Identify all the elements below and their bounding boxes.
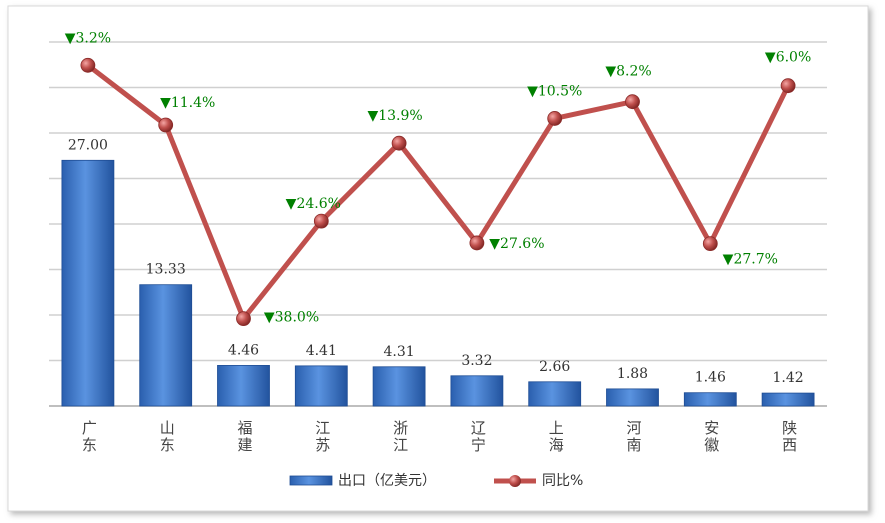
- bar: [294, 365, 348, 407]
- x-tick-label: 福建: [236, 420, 254, 454]
- line-value-label: ▼6.0%: [765, 50, 811, 66]
- line-marker: [313, 213, 329, 229]
- x-tick-label: 浙江: [391, 420, 409, 454]
- bar-value-label: 27.00: [68, 137, 108, 153]
- line-value-label: ▼10.5%: [527, 83, 582, 99]
- bar: [139, 284, 193, 407]
- line-value-label: ▼3.2%: [65, 30, 111, 46]
- line-value-label: ▼27.7%: [723, 252, 778, 268]
- chart-frame: [7, 5, 869, 512]
- bar-value-label: 4.41: [306, 343, 337, 359]
- line-value-label: ▼27.6%: [489, 236, 544, 252]
- bar: [372, 366, 426, 407]
- x-tick-label: 陕西: [780, 420, 798, 454]
- line-value-label: ▼24.6%: [286, 196, 341, 212]
- legend-swatch: [509, 475, 521, 487]
- bar-value-label: 1.88: [617, 366, 648, 382]
- line-marker: [780, 78, 796, 94]
- bar: [528, 381, 582, 407]
- bar: [606, 388, 659, 407]
- line-marker: [469, 235, 485, 251]
- bar-value-label: 13.33: [146, 262, 186, 278]
- bar-value-label: 4.46: [228, 342, 259, 358]
- x-tick-label: 辽宁: [469, 420, 487, 454]
- legend-label: 出口（亿美元）: [338, 473, 436, 489]
- line-marker: [80, 57, 96, 73]
- x-tick-label: 上海: [547, 420, 565, 454]
- bar: [761, 392, 815, 407]
- legend-label: 同比%: [542, 473, 583, 489]
- x-tick-label: 山东: [158, 420, 176, 454]
- line-marker: [702, 236, 718, 252]
- line-marker: [236, 311, 251, 327]
- x-tick-label: 安徽: [702, 420, 720, 454]
- legend-swatch: [289, 475, 333, 486]
- x-tick-label: 广东: [80, 420, 98, 454]
- x-tick-label: 河南: [625, 420, 643, 454]
- line-marker: [625, 94, 640, 110]
- line-marker: [547, 111, 563, 126]
- bar-value-label: 3.32: [461, 353, 492, 369]
- line-value-label: ▼38.0%: [264, 310, 319, 326]
- line-value-label: ▼13.9%: [367, 108, 422, 124]
- bar: [217, 365, 270, 407]
- x-tick-label: 江苏: [313, 420, 331, 454]
- line: [86, 63, 791, 322]
- line-marker: [158, 117, 174, 133]
- bar-value-label: 2.66: [539, 359, 570, 375]
- line-value-label: ▼8.2%: [605, 64, 651, 80]
- bar: [683, 392, 737, 407]
- bar: [61, 159, 115, 407]
- bar-value-label: 1.42: [773, 370, 804, 386]
- bar-value-label: 1.46: [695, 370, 726, 386]
- bar: [450, 375, 504, 407]
- line-value-label: ▼11.4%: [160, 95, 215, 111]
- line-marker: [391, 135, 407, 151]
- bar-value-label: 4.31: [384, 344, 415, 360]
